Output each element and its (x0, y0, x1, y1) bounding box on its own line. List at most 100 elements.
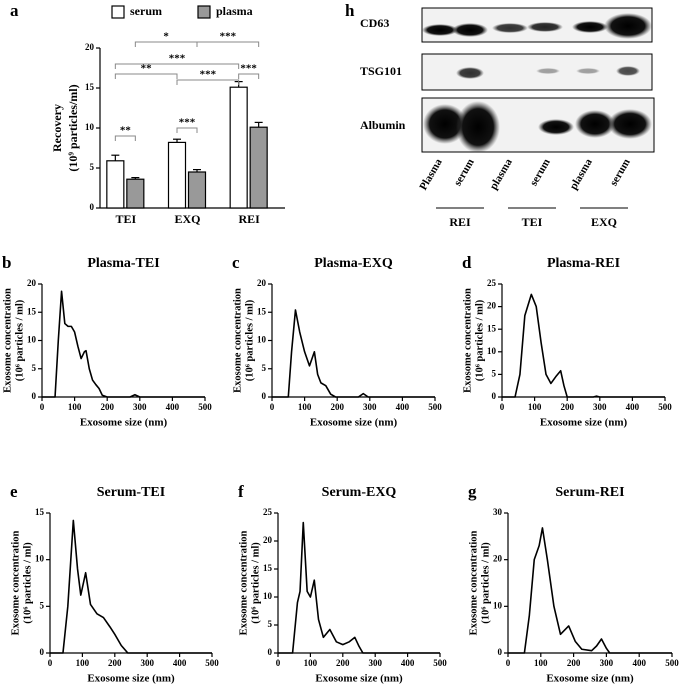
y-tick-label: 25 (263, 507, 273, 517)
y-tick-label: 20 (487, 301, 497, 311)
x-tick-label: 300 (363, 402, 377, 412)
x-axis-label: Exosome size (nm) (87, 673, 175, 685)
x-tick-label: 300 (133, 402, 147, 412)
x-tick-label: 500 (205, 658, 219, 668)
y-tick-label: 20 (257, 278, 267, 288)
y-axis-label: Exosome concentration (10, 530, 21, 635)
y-tick-label: 10 (263, 591, 273, 601)
panel-label: a (10, 1, 19, 20)
y-tick-label: 20 (27, 278, 37, 288)
y-tick-label: 10 (487, 346, 497, 356)
x-tick-label: 400 (401, 658, 415, 668)
chart-title: Plasma-TEI (87, 256, 159, 271)
x-tick-label: 0 (500, 402, 505, 412)
significance-label: ** (141, 63, 153, 75)
x-tick-label: 400 (166, 402, 180, 412)
x-tick-label: 300 (368, 658, 382, 668)
y-tick-label: 0 (268, 647, 273, 657)
x-tick-label: 100 (528, 402, 542, 412)
panel-label: g (468, 482, 477, 501)
y-tick-label: 0 (90, 202, 95, 212)
x-tick-label: 0 (276, 658, 281, 668)
y-axis-label: (10⁶ particles / ml) (250, 542, 261, 624)
y-axis-label: (10⁶ particles / ml) (22, 542, 33, 624)
x-tick-label: 200 (100, 402, 114, 412)
blot-image (421, 7, 655, 153)
significance-bracket (238, 73, 260, 79)
blot-group-label: EXQ (591, 215, 617, 229)
y-tick-label: 10 (85, 122, 95, 132)
bar (229, 86, 248, 209)
x-tick-label: 400 (173, 658, 187, 668)
y-axis-label: Exosome concentration (232, 288, 243, 393)
significance-bracket (114, 63, 240, 69)
bar (167, 141, 187, 209)
y-axis-label: (10⁶ particles / ml) (474, 299, 485, 381)
blot-group-label: TEI (522, 215, 543, 229)
data-line (508, 527, 672, 654)
significance-bracket (176, 79, 240, 85)
y-tick-label: 10 (257, 335, 267, 345)
blot-row-label: Albumin (360, 118, 406, 132)
y-tick-label: 10 (493, 600, 503, 610)
blot-group-label: REI (449, 215, 471, 229)
y-axis-label: Exosome concentration (468, 530, 479, 635)
x-tick-label: 200 (330, 402, 344, 412)
x-tick-label: 0 (48, 658, 53, 668)
x-axis-label: Exosome size (nm) (546, 673, 634, 685)
y-tick-label: 5 (90, 162, 95, 172)
legend-label: plasma (216, 4, 253, 18)
chart-title: Serum-REI (555, 485, 624, 500)
x-tick-label: 300 (600, 658, 614, 668)
y-tick-label: 15 (263, 563, 273, 573)
x-tick-label: 500 (665, 658, 679, 668)
x-tick-label: 300 (140, 658, 154, 668)
y-tick-label: 5 (492, 368, 497, 378)
x-tick-label: 200 (560, 402, 574, 412)
significance-label: ** (120, 125, 132, 137)
x-tick-label: 0 (40, 402, 45, 412)
bar (106, 160, 125, 209)
significance-label: *** (240, 63, 257, 75)
bar (249, 126, 268, 209)
blot-lane-label: serum (608, 157, 633, 188)
chart-title: Plasma-EXQ (314, 256, 393, 271)
blot-lane-label: serum (528, 157, 553, 188)
x-tick-label: 500 (428, 402, 442, 412)
y-tick-label: 10 (27, 335, 37, 345)
legend-label: serum (130, 4, 162, 18)
y-tick-label: 25 (487, 278, 497, 288)
blot-lane-label: Plasma (417, 156, 445, 192)
y-tick-label: 5 (40, 600, 45, 610)
y-tick-label: 20 (263, 535, 273, 545)
y-tick-label: 20 (493, 554, 503, 564)
significance-bracket (196, 41, 260, 47)
y-tick-label: 0 (40, 647, 45, 657)
y-tick-label: 0 (498, 647, 503, 657)
x-tick-label: 400 (396, 402, 410, 412)
blot-row-label: TSG101 (360, 64, 402, 78)
x-tick-label: 0 (270, 402, 275, 412)
panel-label: h (345, 1, 355, 20)
y-axis-label: (10⁶ particles / ml) (244, 299, 255, 381)
bar (187, 171, 207, 209)
blot-lane-label: plasma (568, 156, 595, 192)
x-tick-label: 200 (336, 658, 350, 668)
x-tick-label: 0 (506, 658, 511, 668)
y-tick-label: 0 (492, 391, 497, 401)
y-tick-label: 15 (487, 323, 497, 333)
panel-label: c (232, 253, 240, 272)
significance-label: *** (179, 117, 196, 129)
chart-title: Plasma-REI (547, 256, 620, 271)
y-tick-label: 30 (493, 507, 503, 517)
y-tick-label: 20 (85, 42, 95, 52)
y-tick-label: 0 (32, 391, 37, 401)
significance-label: *** (200, 69, 217, 81)
x-axis-label: Exosome size (nm) (315, 673, 403, 685)
significance-label: *** (169, 53, 186, 65)
legend-swatch (197, 5, 211, 19)
x-tick-label: 100 (304, 658, 318, 668)
panel-label: e (10, 482, 18, 501)
y-axis-label: (10⁶ particles / ml) (14, 299, 25, 381)
